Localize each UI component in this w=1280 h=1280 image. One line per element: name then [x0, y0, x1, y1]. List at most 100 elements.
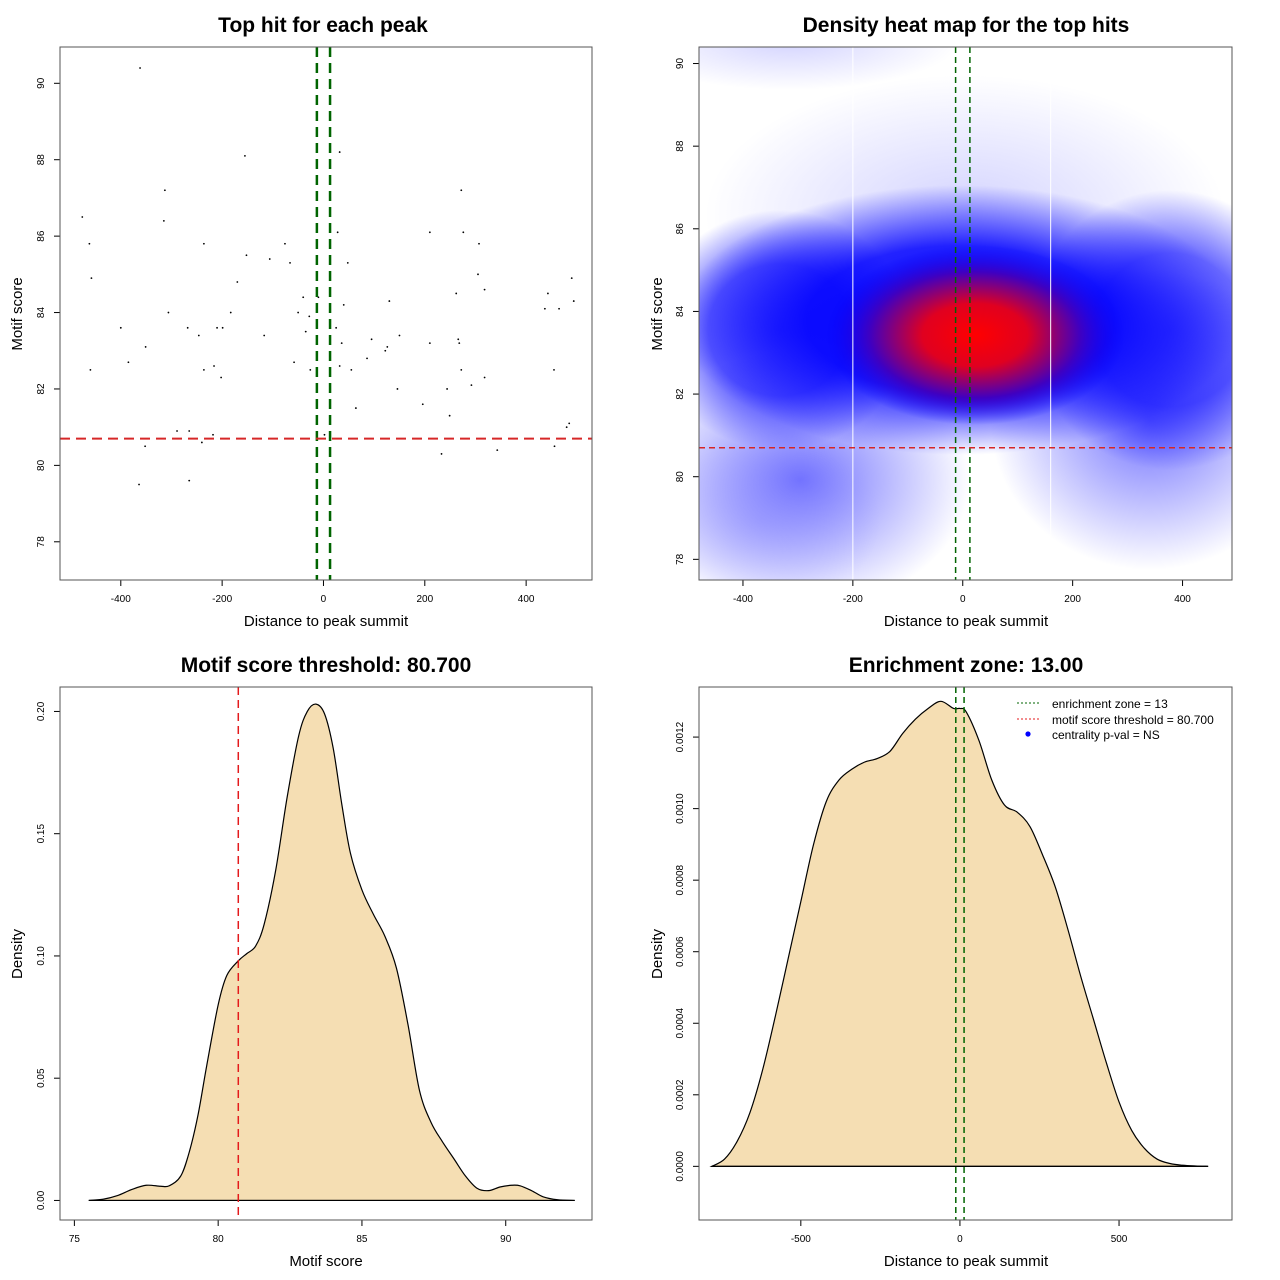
- scatter-point: [338, 365, 341, 367]
- y-tick-label: 0.00: [36, 1190, 47, 1210]
- y-tick-label: 0.0000: [675, 1151, 686, 1182]
- scatter-point: [229, 311, 232, 314]
- heatmap-xlabel: Distance to peak summit: [884, 613, 1049, 630]
- scatter-point: [144, 445, 147, 448]
- y-tick-label: 80: [36, 459, 47, 471]
- scatter-ylabel: Motif score: [9, 277, 26, 350]
- score-density-panel: Motif score threshold: 80.700 Motif scor…: [9, 654, 593, 1270]
- scatter-point: [398, 334, 401, 337]
- scatter-point: [460, 189, 463, 192]
- scatter-point: [428, 342, 431, 345]
- y-tick-label: 0.0008: [675, 864, 686, 895]
- scatter-point: [366, 357, 368, 360]
- y-tick-label: 86: [36, 230, 47, 242]
- y-tick-label: 90: [36, 77, 47, 89]
- distance-density-panel: Enrichment zone: 13.00 Distance to peak …: [649, 654, 1233, 1270]
- y-tick-label: 0.0010: [675, 793, 686, 824]
- legend-threshold-label: motif score threshold = 80.700: [1052, 713, 1214, 727]
- scatter-point: [338, 151, 341, 153]
- scatter-point: [263, 334, 266, 337]
- x-tick-label: 80: [213, 1234, 225, 1245]
- y-tick-label: 0.0012: [675, 721, 686, 752]
- scatter-point: [245, 254, 248, 257]
- scatter-point: [139, 67, 141, 69]
- scatter-point: [354, 407, 357, 409]
- x-tick-label: 90: [500, 1234, 512, 1245]
- y-tick-label: 88: [36, 154, 47, 166]
- y-tick-label: 0.20: [36, 701, 47, 721]
- scatter-point: [244, 154, 246, 157]
- scatter-point: [323, 433, 326, 436]
- scatter-point: [202, 368, 205, 371]
- scatter-point: [293, 361, 295, 364]
- scatter-point: [553, 368, 555, 371]
- scatter-point: [167, 311, 170, 314]
- x-tick-label: 0: [321, 594, 327, 605]
- scatter-point: [483, 376, 486, 379]
- scatter-point: [90, 277, 93, 280]
- density-area: [88, 703, 575, 1202]
- scatter-point: [396, 388, 399, 390]
- scatter-point: [572, 300, 575, 302]
- scatter-point: [335, 326, 338, 329]
- scatter-point: [212, 433, 214, 436]
- scatter-point: [81, 216, 84, 218]
- heatmap-ylabel: Motif score: [649, 277, 666, 350]
- x-tick-label: -200: [843, 594, 863, 605]
- y-tick-label: 0.0002: [675, 1079, 686, 1110]
- legend-centrality-label: centrality p-val = NS: [1052, 728, 1160, 742]
- y-tick-label: 82: [675, 388, 686, 400]
- scatter-point: [284, 242, 286, 245]
- scatter-point: [221, 326, 224, 329]
- y-tick-label: 0.05: [36, 1068, 47, 1088]
- scatter-point: [144, 346, 147, 348]
- legend: enrichment zone = 13 motif score thresho…: [1017, 697, 1214, 742]
- x-tick-label: -200: [212, 594, 232, 605]
- y-tick-label: 78: [36, 536, 47, 548]
- scatter-point: [236, 281, 239, 283]
- score-density-title: Motif score threshold: 80.700: [181, 654, 472, 677]
- y-tick-label: 84: [36, 307, 47, 319]
- x-tick-label: 75: [69, 1234, 81, 1245]
- y-tick-label: 80: [675, 471, 686, 483]
- scatter-point: [188, 479, 191, 482]
- scatter-point: [342, 304, 345, 306]
- scatter-point: [340, 342, 343, 345]
- x-tick-label: -500: [791, 1234, 811, 1245]
- scatter-point: [543, 307, 546, 310]
- score-density-plot-frame: [59, 686, 593, 1221]
- distance-density-title: Enrichment zone: 13.00: [849, 654, 1084, 677]
- x-tick-label: 400: [518, 594, 535, 605]
- scatter-point: [446, 388, 448, 390]
- scatter-point: [458, 342, 461, 345]
- x-tick-label: 200: [1064, 594, 1081, 605]
- y-tick-label: 0.10: [36, 946, 47, 966]
- scatter-point: [370, 338, 373, 341]
- y-tick-label: 0.0006: [675, 936, 686, 967]
- scatter-point: [421, 403, 424, 406]
- scatter-point: [483, 288, 486, 291]
- score-density-ylabel: Density: [9, 928, 26, 979]
- x-tick-label: 0: [957, 1234, 963, 1245]
- scatter-point: [289, 261, 291, 264]
- scatter-title: Top hit for each peak: [218, 14, 428, 37]
- x-tick-label: 85: [356, 1234, 368, 1245]
- scatter-point: [460, 368, 463, 371]
- y-tick-label: 88: [675, 140, 686, 152]
- y-tick-label: 86: [675, 223, 686, 235]
- distance-density-ylabel: Density: [649, 928, 666, 979]
- heatmap-title: Density heat map for the top hits: [803, 14, 1130, 37]
- scatter-point: [477, 273, 479, 276]
- scatter-point: [309, 368, 312, 371]
- y-tick-label: 0.15: [36, 824, 47, 844]
- y-tick-label: 82: [36, 383, 47, 395]
- scatter-point: [220, 376, 223, 379]
- scatter-point: [478, 242, 480, 245]
- scatter-point: [547, 292, 549, 295]
- scatter-point: [570, 277, 573, 280]
- scatter-point: [565, 426, 568, 429]
- scatter-point: [346, 261, 349, 264]
- scatter-point: [188, 430, 191, 432]
- heatmap-density: [699, 47, 1232, 580]
- distance-density-xlabel: Distance to peak summit: [884, 1253, 1049, 1270]
